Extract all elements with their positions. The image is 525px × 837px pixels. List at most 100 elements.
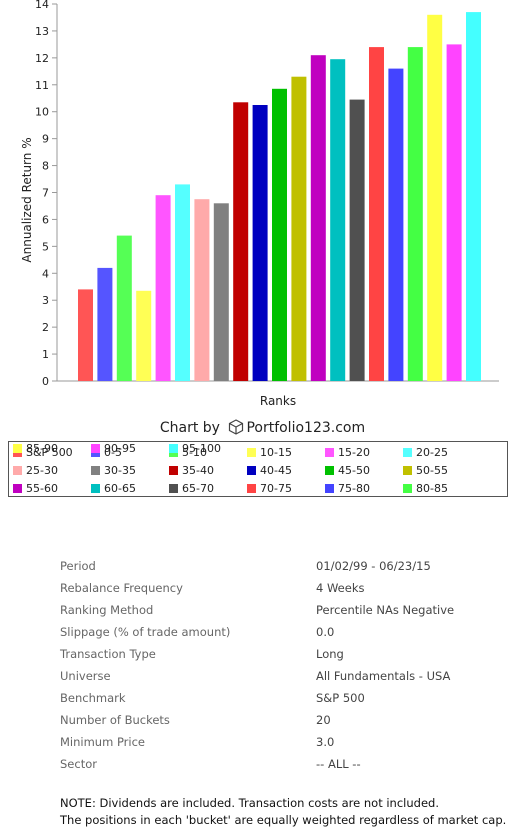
bar-65-70[interactable] [349, 99, 365, 381]
bar-20-25[interactable] [175, 184, 190, 381]
credit-brand[interactable]: Portfolio123.com [246, 420, 366, 436]
bar-30-35[interactable] [213, 203, 229, 381]
bar-95-100[interactable] [466, 12, 481, 381]
legend-item[interactable]: 75-80 [325, 482, 370, 495]
param-row: Slippage (% of trade amount) 0.0 [60, 621, 454, 643]
param-label: Transaction Type [60, 647, 156, 661]
bar-75-80[interactable] [388, 68, 404, 381]
legend-swatch [91, 444, 100, 453]
cube-logo-icon [228, 419, 244, 439]
legend-item[interactable]: 65-70 [169, 482, 214, 495]
param-row: Benchmark S&P 500 [60, 687, 454, 709]
legend-swatch [247, 466, 256, 475]
note-line-1: NOTE: Dividends are included. Transactio… [60, 796, 439, 810]
note-line-2: The positions in each 'bucket' are equal… [60, 813, 507, 827]
bar-40-45[interactable] [252, 105, 268, 381]
bar-5-10[interactable] [116, 235, 132, 381]
legend-item[interactable]: 50-55 [403, 464, 448, 477]
param-row: Universe All Fundamentals - USA [60, 665, 454, 687]
param-label: Minimum Price [60, 735, 146, 749]
param-label: Period [60, 559, 96, 573]
legend-swatch [13, 444, 22, 453]
y-tick-label: 2 [42, 321, 49, 334]
bar-s-p-500[interactable] [78, 289, 93, 381]
legend-item[interactable]: 70-75 [247, 482, 292, 495]
y-tick-label: 5 [42, 240, 49, 253]
param-row: Period 01/02/99 - 06/23/15 [60, 555, 454, 577]
y-tick-label: 4 [42, 267, 49, 280]
chart-legend: S&P 500 0-5 5-10 10-15 15-20 20-25 25-30 30-35 3… [8, 441, 508, 497]
legend-label: 45-50 [338, 464, 370, 477]
legend-label: 75-80 [338, 482, 370, 495]
legend-swatch [169, 444, 178, 453]
legend-swatch [247, 484, 256, 493]
param-label: Benchmark [60, 691, 126, 705]
param-label: Slippage (% of trade amount) [60, 625, 231, 639]
param-value: Long [316, 647, 344, 661]
param-value: 0.0 [316, 625, 335, 639]
legend-label: 80-85 [416, 482, 448, 495]
legend-item[interactable]: 60-65 [91, 482, 136, 495]
legend-item[interactable]: 25-30 [13, 464, 58, 477]
bars-group [78, 12, 481, 382]
legend-label: 60-65 [104, 482, 136, 495]
bar-35-40[interactable] [233, 102, 249, 382]
legend-swatch [169, 484, 178, 493]
legend-label: 25-30 [26, 464, 58, 477]
legend-item[interactable]: 95-100 [169, 442, 221, 455]
legend-item[interactable]: 35-40 [169, 464, 214, 477]
param-row: Ranking Method Percentile NAs Negative [60, 599, 454, 621]
legend-label: 30-35 [104, 464, 136, 477]
legend-item[interactable]: 55-60 [13, 482, 58, 495]
y-tick-label: 11 [35, 79, 49, 92]
legend-item[interactable]: 15-20 [325, 446, 370, 459]
param-value: 3.0 [316, 735, 335, 749]
legend-item[interactable]: 30-35 [91, 464, 136, 477]
bar-85-90[interactable] [427, 14, 443, 382]
bar-80-85[interactable] [407, 47, 423, 381]
bar-50-55[interactable] [291, 76, 307, 381]
bar-0-5[interactable] [97, 267, 113, 381]
param-value: 4 Weeks [316, 581, 365, 595]
param-label: Ranking Method [60, 603, 154, 617]
credit-prefix: Chart by [159, 420, 220, 436]
legend-item[interactable]: 90-95 [91, 442, 136, 455]
param-label: Number of Buckets [60, 713, 170, 727]
legend-item[interactable]: 85-90 [13, 442, 58, 455]
bar-45-50[interactable] [272, 88, 287, 382]
param-label: Sector [60, 757, 97, 771]
legend-swatch [91, 466, 100, 475]
legend-item[interactable]: 10-15 [247, 446, 292, 459]
legend-label: 95-100 [182, 442, 221, 455]
chart-credit: Chart by Portfolio123.com [0, 419, 525, 439]
param-value: Percentile NAs Negative [316, 603, 455, 617]
legend-swatch [13, 484, 22, 493]
legend-label: 10-15 [260, 446, 292, 459]
legend-item[interactable]: 80-85 [403, 482, 448, 495]
legend-item[interactable]: 45-50 [325, 464, 370, 477]
legend-swatch [325, 484, 334, 493]
legend-label: 90-95 [104, 442, 136, 455]
note: NOTE: Dividends are included. Transactio… [60, 795, 525, 829]
bar-90-95[interactable] [446, 44, 462, 382]
param-value: 01/02/99 - 06/23/15 [316, 559, 431, 573]
y-tick-label: 12 [35, 52, 49, 65]
bar-25-30[interactable] [194, 199, 210, 381]
param-value: -- ALL -- [316, 757, 361, 771]
legend-label: 0-5 [104, 446, 122, 459]
bar-10-15[interactable] [136, 290, 152, 381]
param-row: Rebalance Frequency 4 Weeks [60, 577, 454, 599]
param-label: Rebalance Frequency [60, 581, 183, 595]
bar-55-60[interactable] [310, 55, 326, 381]
y-tick-label: 10 [35, 106, 49, 119]
legend-swatch [403, 484, 412, 493]
bar-60-65[interactable] [330, 59, 346, 381]
bar-15-20[interactable] [155, 195, 171, 381]
legend-item[interactable]: 40-45 [247, 464, 292, 477]
legend-item[interactable]: 20-25 [403, 446, 448, 459]
param-row: Transaction Type Long [60, 643, 454, 665]
bar-70-75[interactable] [369, 47, 384, 381]
legend-swatch [169, 466, 178, 475]
legend-swatch [91, 484, 100, 493]
